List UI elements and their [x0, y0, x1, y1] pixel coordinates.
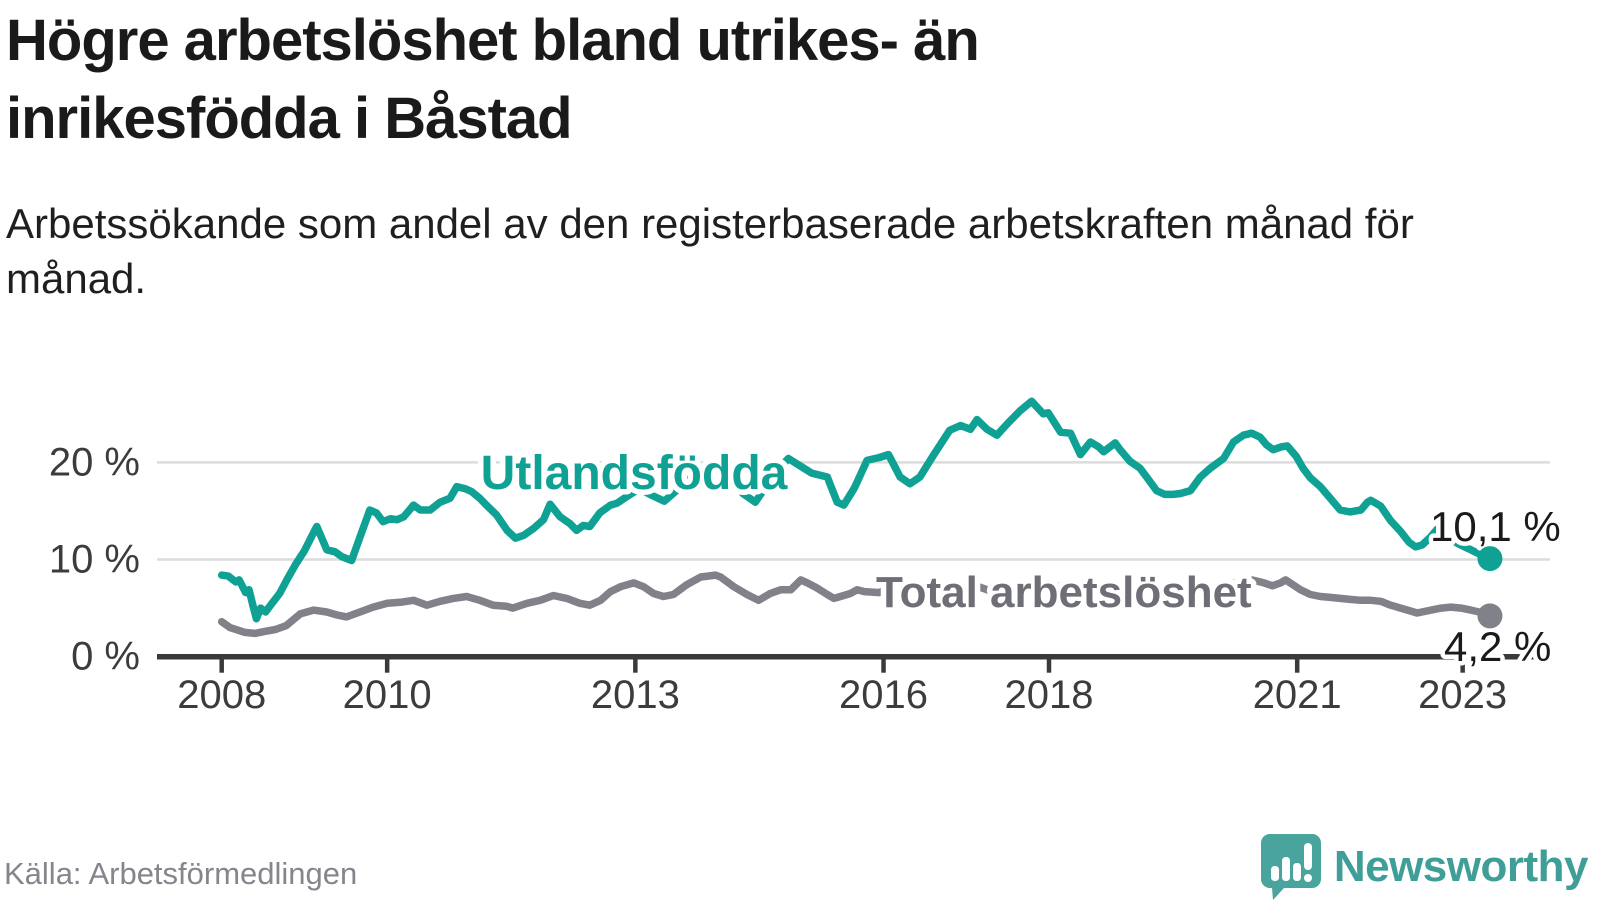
- chart-subtitle: Arbetssökande som andel av den registerb…: [6, 200, 1414, 303]
- newsworthy-logo: Newsworthy: [1260, 834, 1589, 900]
- y-axis-label-10: 10 %: [49, 538, 140, 582]
- y-axis-label-20: 20 %: [49, 440, 140, 484]
- x-axis-label-2023: 2023: [1418, 673, 1507, 717]
- end-dot-total: [1477, 603, 1503, 629]
- series-line-total: [217, 571, 1494, 638]
- series-line-utlandsfodda: [217, 397, 1494, 623]
- newsworthy-bubble-chart-icon: [1260, 834, 1321, 900]
- source-note: Källa: Arbetsförmedlingen: [4, 856, 358, 891]
- page-title: Högre arbetslöshet bland utrikes- än inr…: [6, 8, 980, 151]
- x-axis-label-2018: 2018: [1005, 673, 1094, 717]
- x-axis-label-2016: 2016: [839, 673, 928, 717]
- x-axis-label-2013: 2013: [591, 673, 680, 717]
- x-axis-label-2021: 2021: [1253, 673, 1342, 717]
- y-axis-label-0: 0 %: [71, 635, 140, 679]
- newsworthy-logo-text: Newsworthy: [1333, 842, 1589, 891]
- series-label-total: Total arbetslöshet: [876, 568, 1252, 617]
- end-value-label-utlandsfodda: 10,1 %: [1430, 503, 1561, 550]
- end-value-label-total: 4,2 %: [1444, 623, 1551, 670]
- x-axis-label-2010: 2010: [343, 673, 432, 717]
- x-axis-label-2008: 2008: [177, 673, 266, 717]
- series-label-utlandsfodda: Utlandsfödda: [481, 447, 788, 500]
- end-dot-utlandsfodda: [1477, 546, 1503, 572]
